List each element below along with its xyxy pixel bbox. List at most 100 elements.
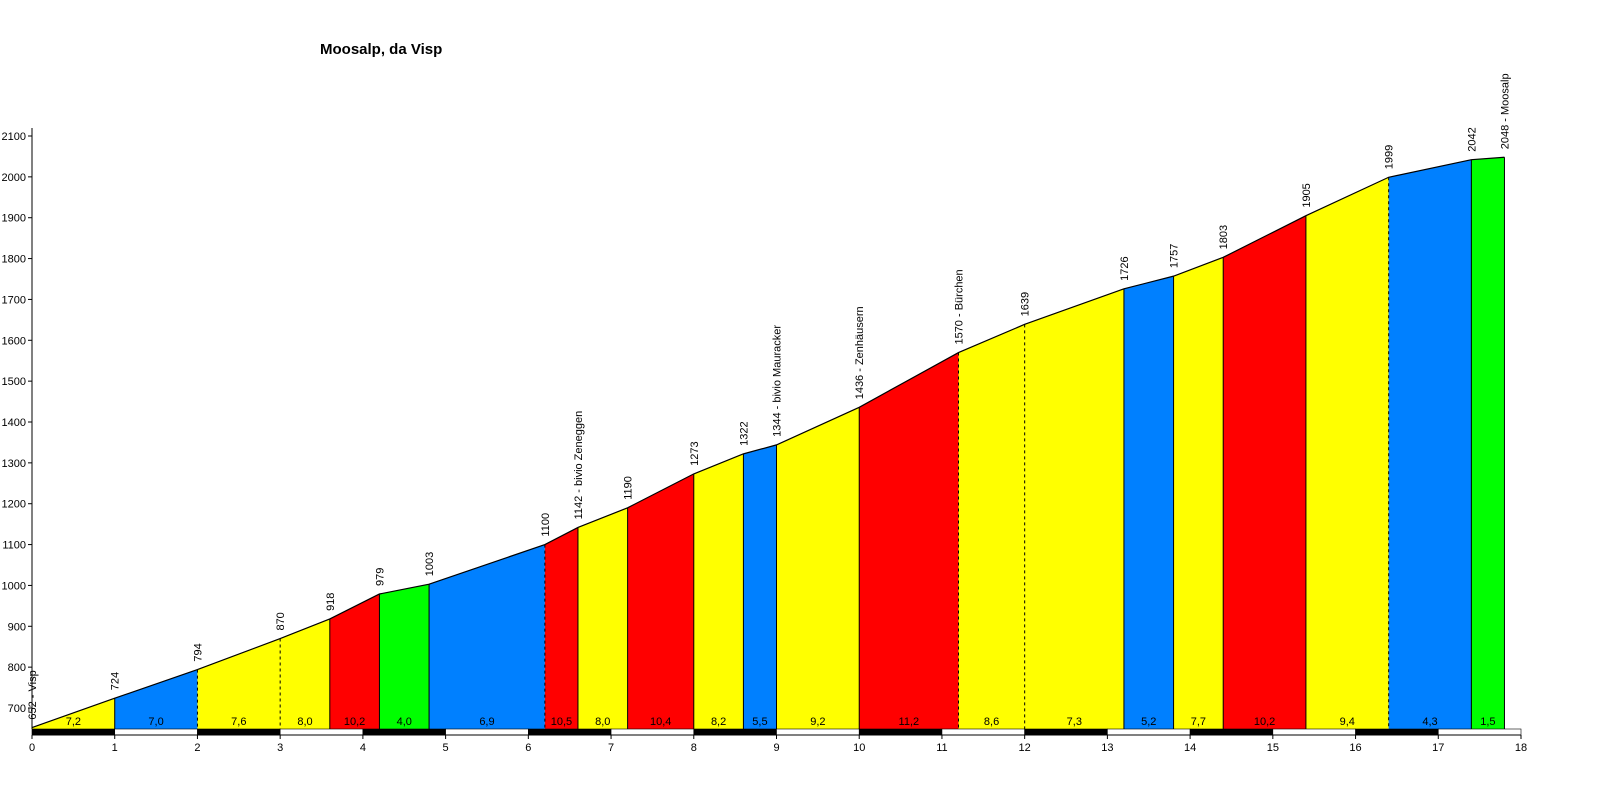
km-bar-cell [1437, 728, 1522, 736]
grade-label: 7,2 [66, 716, 81, 728]
km-bar-cell [279, 728, 364, 736]
grade-label: 7,0 [148, 716, 163, 728]
grade-label: 8,0 [595, 716, 610, 728]
elevation-label: 870 [275, 612, 287, 630]
elevation-label: 1322 [738, 421, 750, 445]
segment-fill [1123, 276, 1174, 729]
segment-fill [1305, 177, 1389, 729]
grade-label: 9,2 [810, 716, 825, 728]
y-tick-label: 1300 [2, 458, 26, 470]
grade-label: 10,5 [551, 716, 572, 728]
grade-labels: 7,2 7,0 7,6 8,0 10,2 4,0 6,9 10,5 8,0 10,4 8,2 5,5 9… [66, 716, 1496, 728]
elevation-label: 1639 [1020, 292, 1032, 316]
grade-label: 8,6 [984, 716, 999, 728]
segment-fill [114, 669, 198, 729]
km-bar-cell [1024, 728, 1108, 736]
segment-fill [693, 453, 744, 729]
x-tick-label: 6 [525, 742, 531, 754]
y-tick-label: 1800 [2, 254, 26, 266]
km-bar-cell [1355, 728, 1439, 736]
km-bar-cell [197, 728, 281, 736]
grade-label: 4,3 [1422, 716, 1437, 728]
km-scale-bar [31, 728, 1522, 736]
segment-fill [379, 584, 430, 729]
grade-label: 9,4 [1340, 716, 1355, 728]
km-bar-cell [1189, 728, 1274, 736]
x-tick-label: 3 [277, 742, 283, 754]
x-tick-label: 13 [1101, 742, 1113, 754]
grade-label: 7,3 [1067, 716, 1082, 728]
elevation-label: 1003 [424, 552, 436, 576]
segment-fill [859, 352, 959, 729]
x-tick-label: 9 [773, 742, 779, 754]
km-bar-cell [1272, 728, 1356, 736]
y-tick-label: 1900 [2, 213, 26, 225]
y-axis: 700 800 900 1000 1100 1200 1300 1400 1500 1600 170… [2, 128, 33, 729]
x-tick-label: 15 [1267, 742, 1279, 754]
segment-fill [627, 473, 694, 729]
y-tick-label: 900 [8, 621, 26, 633]
elevation-label: 979 [374, 568, 386, 586]
y-tick-label: 1000 [2, 580, 26, 592]
elevation-label: 1905 [1301, 183, 1313, 207]
y-tick-label: 2000 [2, 172, 26, 184]
x-tick-label: 1 [112, 742, 118, 754]
grade-label: 6,9 [479, 716, 494, 728]
elevation-label: 918 [325, 593, 337, 611]
elevation-label: 1436 - Zenhäusern [854, 306, 866, 399]
y-tick-label: 1500 [2, 376, 26, 388]
segment-fills [32, 157, 1505, 729]
segment-fill [776, 407, 860, 729]
y-tick-label: 700 [8, 703, 26, 715]
segment-fill [1223, 215, 1306, 729]
elevation-label: 1142 - bivio Zeneggen [573, 411, 585, 520]
grade-label: 5,5 [752, 716, 767, 728]
segment-fill [1388, 159, 1472, 729]
y-tick-label: 1100 [2, 540, 26, 552]
x-axis: 0 1 2 3 4 5 6 7 8 9 10 11 12 13 14 15 16 17 18 [29, 735, 1527, 754]
grade-label: 7,7 [1191, 716, 1206, 728]
x-tick-label: 11 [936, 742, 947, 754]
grade-label: 10,2 [1254, 716, 1275, 728]
chart-title: Moosalp, da Visp [320, 41, 442, 58]
elevation-label: 1757 [1169, 244, 1181, 268]
km-bar-cell [693, 728, 777, 736]
segment-fill [743, 444, 777, 729]
grade-label: 7,6 [231, 716, 246, 728]
km-bar-cell [114, 728, 198, 736]
elevation-label: 1190 [623, 476, 635, 500]
segment-fill [1471, 157, 1505, 729]
y-tick-label: 2100 [2, 131, 26, 143]
elevation-labels: 652 - Visp 724 794 870 918 979 1003 1100 1142 - … [27, 73, 1511, 719]
x-tick-label: 17 [1432, 742, 1444, 754]
grade-label: 8,2 [711, 716, 726, 728]
grade-label: 1,5 [1480, 716, 1495, 728]
km-bar-cell [776, 728, 860, 736]
x-tick-label: 0 [29, 742, 35, 754]
x-tick-label: 7 [608, 742, 614, 754]
grade-label: 10,4 [650, 716, 671, 728]
profile-outline [31, 156, 1505, 729]
profile-line [31, 156, 1505, 729]
grade-label: 4,0 [397, 716, 412, 728]
elevation-label: 1273 [689, 441, 701, 465]
elevation-label: 2048 - Moosalp [1499, 73, 1511, 149]
elevation-label: 1100 [540, 513, 552, 537]
segment-dividers [114, 157, 1505, 729]
segment-fill [1024, 288, 1124, 729]
segment-fill [429, 544, 545, 729]
x-tick-label: 12 [1019, 742, 1031, 754]
grade-label: 5,2 [1141, 716, 1156, 728]
y-tick-label: 1200 [2, 499, 26, 511]
x-tick-label: 18 [1515, 742, 1527, 754]
elevation-label: 1999 [1384, 145, 1396, 169]
x-tick-label: 8 [691, 742, 697, 754]
elevation-label: 724 [110, 672, 122, 690]
segment-fill [280, 618, 330, 729]
km-bar-cell [445, 728, 529, 736]
grade-label: 8,0 [297, 716, 312, 728]
x-tick-label: 14 [1184, 742, 1196, 754]
km-bar-cell [528, 728, 612, 736]
segment-fill [329, 594, 380, 729]
km-bar-cell [362, 728, 446, 736]
